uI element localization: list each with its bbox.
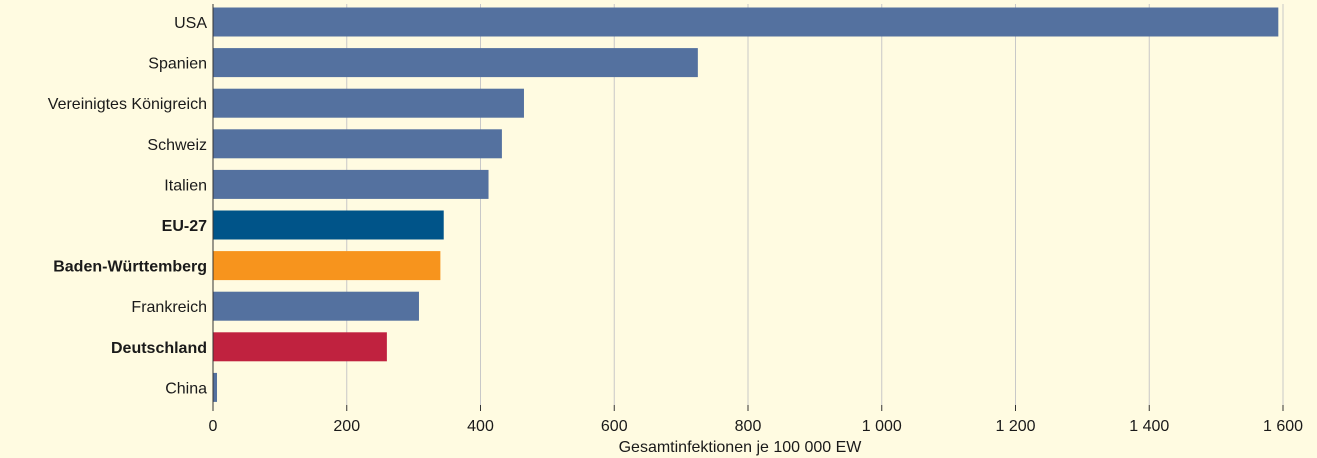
bar (213, 48, 698, 78)
category-label: China (165, 380, 207, 397)
x-tick-label: 1 200 (995, 418, 1035, 435)
category-label: USA (174, 15, 207, 32)
bar (213, 169, 489, 199)
x-tick-label: 800 (735, 418, 762, 435)
x-tick-label: 0 (209, 418, 218, 435)
x-tick-label: 200 (333, 418, 360, 435)
bar (213, 332, 387, 362)
x-tick-label: 1 000 (862, 418, 902, 435)
bar (213, 88, 524, 118)
x-tick-label: 1 400 (1129, 418, 1169, 435)
bar (213, 210, 444, 240)
category-label: EU-27 (162, 218, 207, 235)
category-label: Spanien (148, 56, 207, 73)
category-labels: USA Spanien Vereinigtes Königreich Schweiz I… (48, 15, 208, 397)
category-label: Vereinigtes Königreich (48, 96, 207, 113)
bar (213, 129, 502, 159)
x-tick-label: 400 (467, 418, 494, 435)
category-label: Deutschland (111, 340, 207, 357)
bars (213, 7, 1279, 402)
bar (213, 291, 419, 321)
x-tick-label: 1 600 (1263, 418, 1303, 435)
category-label: Frankreich (131, 299, 207, 316)
category-label: Italien (164, 177, 207, 194)
bar (213, 7, 1279, 37)
x-tick-labels: 0 200 400 600 800 1 000 1 200 1 400 1 600 (209, 418, 1304, 435)
bar (213, 372, 218, 402)
x-axis-title: Gesamtinfektionen je 100 000 EW (619, 439, 863, 456)
bar (213, 251, 441, 281)
category-label: Schweiz (147, 137, 207, 154)
category-label: Baden-Württemberg (53, 259, 207, 276)
x-tick-label: 600 (601, 418, 628, 435)
